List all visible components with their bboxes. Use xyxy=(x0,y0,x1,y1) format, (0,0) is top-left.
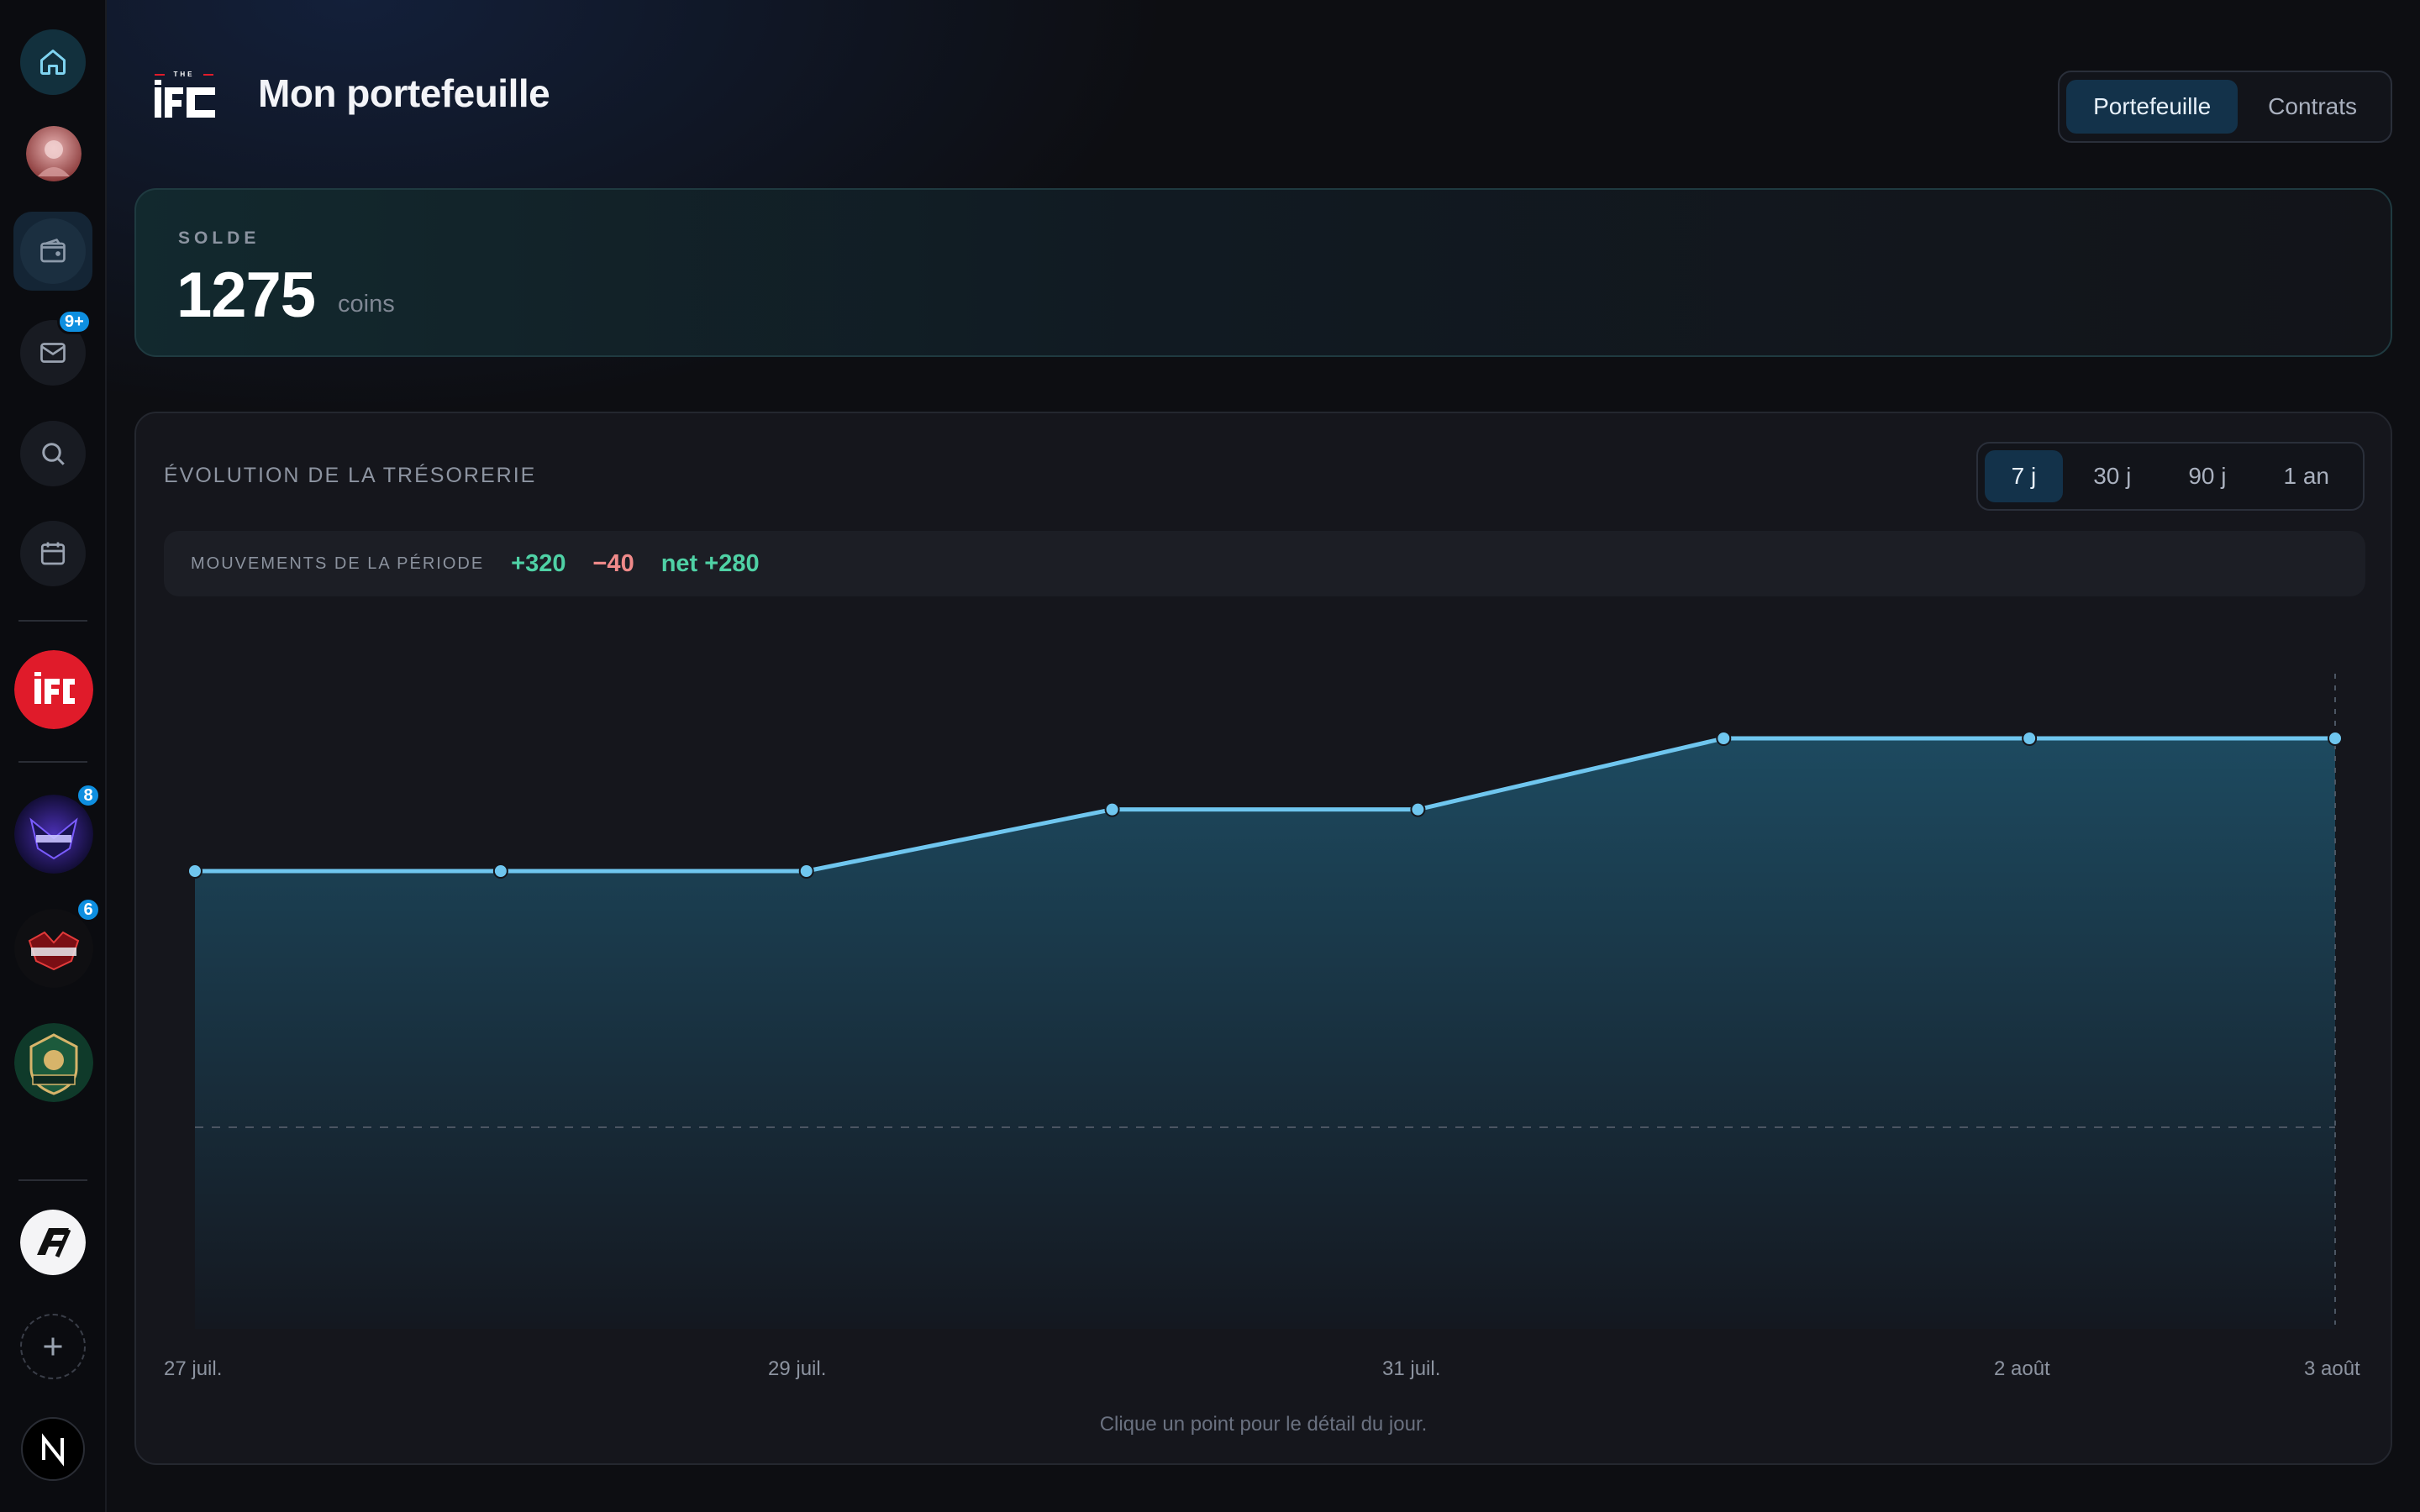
chart-point[interactable] xyxy=(2328,731,2343,746)
x-tick-label: 27 juil. xyxy=(164,1357,223,1380)
calendar-button[interactable] xyxy=(20,521,86,586)
view-toggle: Portefeuille Contrats xyxy=(2058,71,2392,143)
period-1an[interactable]: 1 an xyxy=(2283,463,2330,489)
balance-unit: coins xyxy=(338,291,395,318)
calendar-icon xyxy=(40,542,66,565)
period-selector: 7 j 30 j 90 j 1 an xyxy=(1975,442,2365,511)
sidebar: 9+ 8 6 xyxy=(0,0,107,1512)
home-icon xyxy=(40,50,66,75)
server-next[interactable] xyxy=(14,795,93,874)
period-90j[interactable]: 90 j xyxy=(2188,463,2227,489)
page-title: Mon portefeuille xyxy=(258,71,550,115)
chart-hint: Clique un point pour le détail du jour. xyxy=(1099,1413,1428,1436)
home-button[interactable] xyxy=(20,29,86,95)
movements-net: net +280 xyxy=(660,549,760,577)
server-next-badge: 8 xyxy=(76,783,101,808)
server-noctra[interactable] xyxy=(14,909,93,988)
sidebar-divider xyxy=(18,761,87,763)
ifc-logo: THE xyxy=(155,71,215,118)
server-ifc[interactable] xyxy=(14,650,93,729)
noctra-server-logo xyxy=(14,909,93,988)
mail-icon xyxy=(40,343,66,363)
sidebar-divider xyxy=(18,620,87,622)
wallet-button[interactable] xyxy=(13,212,92,291)
chart-area-fill xyxy=(195,738,2335,1329)
chart-point[interactable] xyxy=(1410,801,1426,817)
wallet-button-inner xyxy=(20,218,86,284)
chart-title: ÉVOLUTION DE LA TRÉSORERIE xyxy=(164,464,537,487)
movements-label: MOUVEMENTS DE LA PÉRIODE xyxy=(191,554,485,573)
period-movements: MOUVEMENTS DE LA PÉRIODE +320 −40 net +2… xyxy=(164,531,2365,596)
add-server-button[interactable] xyxy=(20,1314,86,1379)
tab-contrats[interactable]: Contrats xyxy=(2268,93,2357,119)
chart-point[interactable] xyxy=(1716,731,1732,746)
treasury-card: ÉVOLUTION DE LA TRÉSORERIE 7 j 30 j 90 j… xyxy=(134,412,2392,1465)
svg-text:THE: THE xyxy=(174,71,195,78)
treasury-chart xyxy=(187,674,2343,1329)
ifc-server-logo xyxy=(14,650,93,729)
wallet-icon xyxy=(40,239,66,263)
md237-server-logo xyxy=(14,1023,93,1102)
chart-point[interactable] xyxy=(2022,731,2038,746)
period-30j[interactable]: 30 j xyxy=(2093,463,2132,489)
chart-point[interactable] xyxy=(187,864,203,879)
server-md237[interactable] xyxy=(14,1023,93,1102)
search-icon xyxy=(42,443,65,465)
fc-app-icon xyxy=(20,1210,86,1275)
sidebar-divider xyxy=(18,1179,87,1181)
next-server-logo xyxy=(14,795,93,874)
add-icon xyxy=(44,1337,62,1356)
n-app-icon xyxy=(21,1417,85,1481)
server-noctra-badge: 6 xyxy=(76,897,101,922)
balance-card: SOLDE 1275 coins xyxy=(134,188,2392,357)
mail-badge: 9+ xyxy=(57,309,92,334)
movements-in: +320 xyxy=(511,549,566,577)
profile-avatar-image xyxy=(26,126,82,181)
chart-line xyxy=(195,736,2335,874)
x-tick-label: 31 juil. xyxy=(1382,1357,1441,1380)
period-7j[interactable]: 7 j xyxy=(1984,450,2064,502)
x-tick-label: 3 août xyxy=(2304,1357,2360,1380)
chart-point[interactable] xyxy=(1104,801,1120,817)
balance-value: 1275 xyxy=(176,260,316,331)
profile-avatar[interactable] xyxy=(26,126,82,181)
movements-out: −40 xyxy=(592,549,634,577)
search-button[interactable] xyxy=(20,421,86,486)
x-tick-label: 2 août xyxy=(1994,1357,2050,1380)
fc-app-button[interactable] xyxy=(20,1210,86,1275)
balance-label: SOLDE xyxy=(178,228,260,248)
n-app-button[interactable] xyxy=(20,1416,86,1482)
chart-point[interactable] xyxy=(798,864,814,879)
tab-portefeuille[interactable]: Portefeuille xyxy=(2066,80,2238,134)
chart-point[interactable] xyxy=(492,864,508,879)
x-tick-label: 29 juil. xyxy=(768,1357,827,1380)
